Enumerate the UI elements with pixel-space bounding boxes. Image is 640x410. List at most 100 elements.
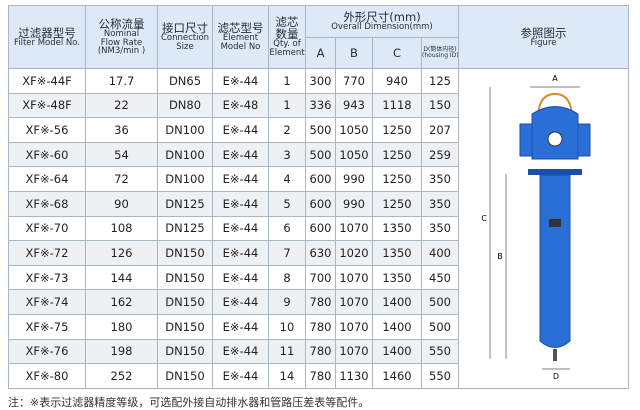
header-text: 公称流量 bbox=[98, 16, 145, 31]
table-cell: 1070 bbox=[335, 338, 373, 365]
table-cell: 940 bbox=[372, 68, 422, 94]
header-cell: 滤芯 数量 Qty. of Element bbox=[268, 5, 306, 69]
table-cell: 1400 bbox=[372, 338, 422, 365]
table-cell: E※-44 bbox=[212, 166, 269, 192]
table-cell: 1350 bbox=[372, 215, 422, 242]
table-cell: 54 bbox=[85, 141, 158, 168]
table-cell: 943 bbox=[335, 92, 373, 119]
table-cell: XF※-70 bbox=[8, 215, 86, 242]
table-body: XF※-44F 17.7 DN65 E※-44 1 300 770 940 125 A C B D XF※… bbox=[8, 68, 630, 389]
table-cell: 780 bbox=[305, 313, 336, 340]
table-cell: 3 bbox=[268, 141, 306, 168]
header-cell: 公称流量 Nominal Flow Rate (NM3/min ) bbox=[85, 5, 158, 69]
table-cell: 1 bbox=[268, 92, 306, 119]
pipe bbox=[536, 93, 573, 120]
table-cell: XF※-76 bbox=[8, 338, 86, 365]
header-text: A bbox=[316, 45, 325, 60]
table-cell: 600 bbox=[305, 190, 336, 217]
flange bbox=[519, 123, 533, 157]
table-cell: 1350 bbox=[372, 240, 422, 266]
table-cell: 400 bbox=[420, 240, 460, 266]
dim-label: C bbox=[481, 214, 487, 223]
table-row: XF※-60 54 DN100 E※-44 3 500 1050 1250 259 bbox=[8, 141, 629, 168]
gauge bbox=[547, 131, 563, 147]
table-cell: DN100 bbox=[157, 141, 213, 168]
table-cell: 162 bbox=[85, 289, 158, 315]
table-cell: 36 bbox=[85, 117, 158, 143]
flange-ring bbox=[527, 169, 582, 176]
table-cell: 6 bbox=[268, 215, 306, 242]
header-text: Size bbox=[176, 42, 194, 53]
table-cell: DN150 bbox=[157, 289, 213, 315]
table-cell: 1070 bbox=[335, 215, 373, 242]
table-cell: 550 bbox=[420, 338, 460, 365]
table-cell: DN100 bbox=[157, 166, 213, 192]
table-cell: 500 bbox=[305, 141, 336, 168]
table-cell: 1400 bbox=[372, 313, 422, 340]
table-cell: 1070 bbox=[335, 289, 373, 315]
table-cell: 990 bbox=[335, 190, 373, 217]
table-cell: 125 bbox=[420, 68, 460, 94]
table-cell: DN150 bbox=[157, 313, 213, 340]
table-cell: E※-44 bbox=[212, 264, 269, 291]
table-row: XF※-76 198 DN150 E※-44 11 780 1070 1400 550 bbox=[8, 338, 629, 365]
table-cell: E※-44 bbox=[212, 141, 269, 168]
table-cell: XF※-75 bbox=[8, 313, 86, 340]
table-cell: 1250 bbox=[372, 190, 422, 217]
table-cell: 500 bbox=[420, 313, 460, 340]
table-cell: 1250 bbox=[372, 166, 422, 192]
table-cell: 550 bbox=[420, 363, 460, 389]
table-cell: 252 bbox=[85, 363, 158, 389]
table-cell: 10 bbox=[268, 313, 306, 340]
header-text: D(筒体内径) bbox=[423, 45, 457, 53]
table-cell: DN125 bbox=[157, 215, 213, 242]
header-text: (NM3/min ) bbox=[97, 46, 146, 57]
table-cell: XF※-60 bbox=[8, 141, 86, 168]
table-cell: 1118 bbox=[372, 92, 422, 119]
table-cell: 780 bbox=[305, 363, 336, 389]
table-cell: DN100 bbox=[157, 117, 213, 143]
header-text: 滤芯型号 bbox=[217, 21, 264, 36]
table-cell: 14 bbox=[268, 363, 306, 389]
header-text: Overall Dimension(mm) bbox=[331, 22, 433, 33]
table-cell: 336 bbox=[305, 92, 336, 119]
table-cell: 1460 bbox=[372, 363, 422, 389]
table-cell: 180 bbox=[85, 313, 158, 340]
table-cell: 1070 bbox=[335, 264, 373, 291]
table-row: XF※-73 144 DN150 E※-44 8 700 1070 1350 450 bbox=[8, 264, 629, 291]
table-row: XF※-68 90 DN125 E※-44 5 600 990 1250 350 bbox=[8, 190, 629, 217]
dim-label: D bbox=[552, 372, 558, 381]
header-text: 数量 bbox=[275, 27, 299, 42]
header-text: 参照图示 bbox=[520, 25, 567, 40]
table-cell: XF※-64 bbox=[8, 166, 86, 192]
table-cell: 8 bbox=[268, 264, 306, 291]
table-cell: 90 bbox=[85, 190, 158, 217]
table-cell: 150 bbox=[420, 92, 460, 119]
header-text: Connection bbox=[160, 33, 210, 44]
table-cell: 2 bbox=[268, 117, 306, 143]
table-cell: XF※-48F bbox=[8, 92, 86, 119]
table-cell: 990 bbox=[335, 166, 373, 192]
header-text: 接口尺寸 bbox=[162, 21, 208, 36]
header-cell: D(筒体内径) (housing ID) bbox=[420, 37, 460, 69]
table-cell: XF※-73 bbox=[8, 264, 86, 291]
table-cell: E※-48 bbox=[212, 92, 269, 119]
table-cell: 630 bbox=[305, 240, 336, 266]
table-cell: 144 bbox=[85, 264, 158, 291]
header-text: 外形尺寸(mm) bbox=[343, 10, 421, 24]
table-cell: 600 bbox=[305, 166, 336, 192]
footnote: 注：※表示过滤器精度等级，可选配外接自动排水器和管路压差表等配件。 bbox=[8, 396, 370, 409]
table-cell: XF※-44F bbox=[8, 68, 86, 94]
table-cell: E※-44 bbox=[212, 190, 269, 217]
table-cell: DN150 bbox=[157, 363, 213, 389]
table-cell: 350 bbox=[420, 190, 460, 217]
table-row: XF※-64 72 DN100 E※-44 4 600 990 1250 350 bbox=[8, 166, 629, 192]
table-cell: DN65 bbox=[157, 68, 213, 94]
label-plate bbox=[548, 219, 561, 228]
table-cell: 7 bbox=[268, 240, 306, 266]
header-text: C bbox=[392, 45, 402, 60]
spec-table-wrap: 过滤器型号 Filter Model No. 公称流量 Nominal Flow Ra… bbox=[8, 5, 630, 389]
table-cell: 350 bbox=[420, 215, 460, 242]
header-cell: 参照图示 Figure bbox=[458, 5, 630, 69]
